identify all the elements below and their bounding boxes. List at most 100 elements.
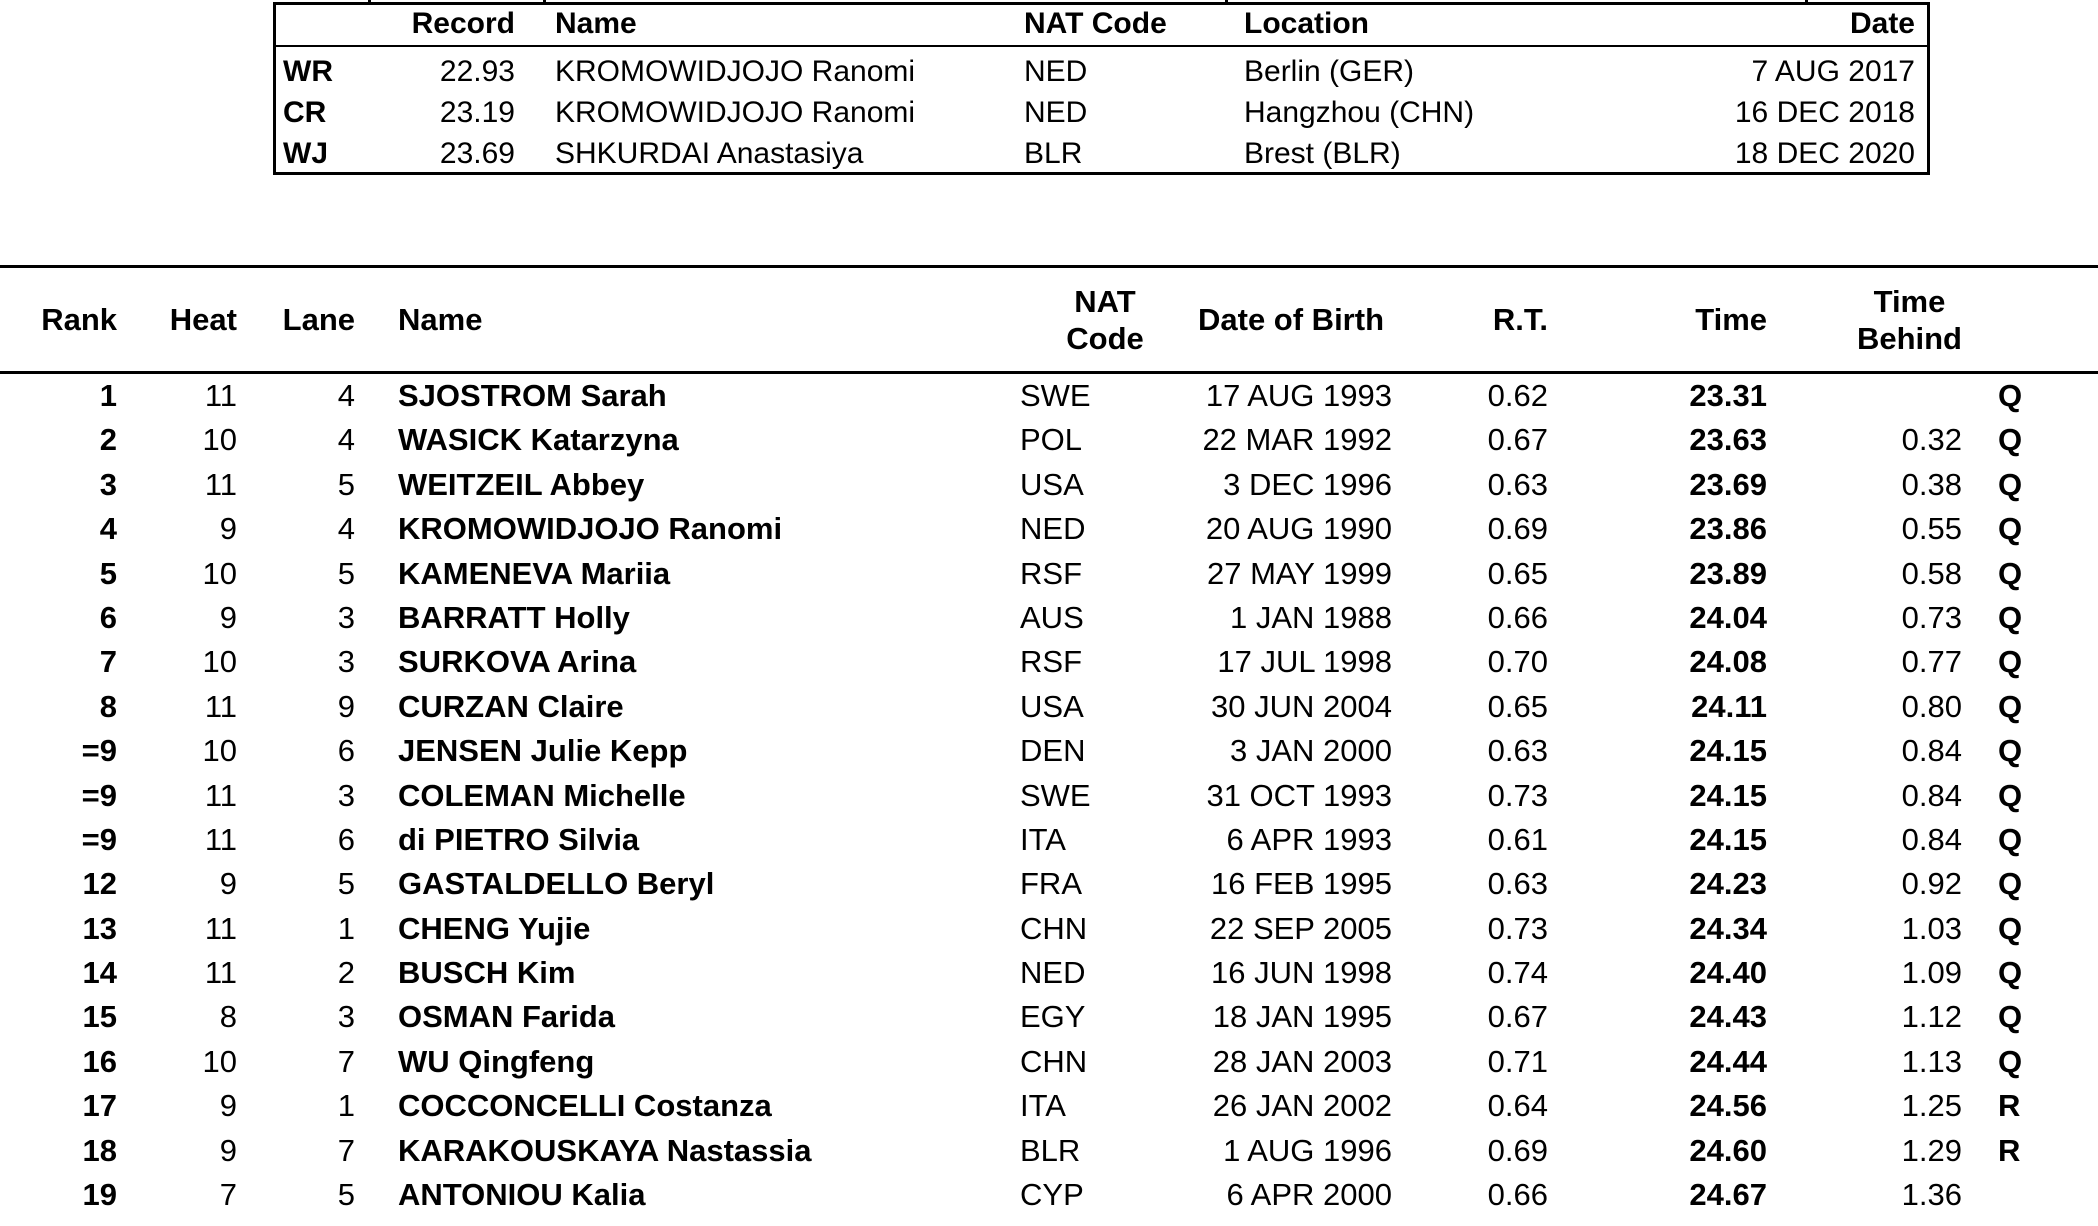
header-time-behind: Time Behind [1767, 268, 1965, 371]
nat-code-cell: RSF [1020, 644, 1082, 680]
lane-cell: 9 [337, 688, 355, 724]
reaction-time-cell: 0.71 [1487, 1043, 1548, 1079]
swimmer-name-cell: CURZAN Claire [398, 688, 624, 724]
swimmer-name-cell: WASICK Katarzyna [398, 422, 679, 458]
date-of-birth-cell: 16 JUN 1998 [1211, 955, 1392, 991]
records-table: Record Name NAT Code Location Date WR 22… [273, 2, 1930, 175]
swimmer-name-cell: COLEMAN Michelle [398, 777, 686, 813]
heat-cell: 11 [204, 777, 237, 813]
swimmer-name-cell: SURKOVA Arina [398, 644, 637, 680]
heat-cell: 11 [204, 821, 237, 857]
time-behind-cell: 0.32 [1901, 422, 1962, 458]
qualification-cell: Q [1998, 999, 2023, 1035]
rank-cell: 6 [99, 599, 117, 635]
header-time-behind-line2: Behind [1856, 320, 1962, 356]
result-row: 7 10 3 SURKOVA Arina RSF 17 JUL 1998 0.7… [0, 640, 2098, 684]
time-cell: 23.86 [1689, 511, 1767, 547]
rank-cell: 7 [99, 644, 117, 680]
record-row: WR 22.93 KROMOWIDJOJO Ranomi NED Berlin … [276, 51, 1927, 92]
date-of-birth-cell: 1 AUG 1996 [1223, 1132, 1392, 1168]
date-of-birth-cell: 22 MAR 1992 [1202, 422, 1392, 458]
heat-cell: 11 [204, 955, 237, 991]
qualification-cell [1965, 1173, 2098, 1217]
date-of-birth-cell: 18 JAN 1995 [1212, 999, 1392, 1035]
reaction-time-cell: 0.66 [1487, 599, 1548, 635]
date-of-birth-cell: 22 SEP 2005 [1209, 910, 1392, 946]
time-cell: 23.69 [1689, 466, 1767, 502]
rank-cell: 18 [82, 1132, 117, 1168]
nat-code-cell: USA [1020, 688, 1084, 724]
swimmer-name-cell: JENSEN Julie Kepp [398, 733, 688, 769]
reaction-time-cell: 0.67 [1487, 999, 1548, 1035]
record-location-cell: Berlin (GER) [1244, 55, 1415, 88]
heat-cell: 11 [204, 688, 237, 724]
nat-code-cell: USA [1020, 466, 1084, 502]
heat-cell: 10 [202, 1043, 237, 1079]
qualification-cell: Q [1998, 599, 2023, 635]
result-row: =9 10 6 JENSEN Julie Kepp DEN 3 JAN 2000… [0, 729, 2098, 773]
rank-cell: 5 [99, 555, 117, 591]
header-heat: Heat [169, 302, 237, 337]
result-row: 2 10 4 WASICK Katarzyna POL 22 MAR 1992 … [0, 418, 2098, 462]
date-of-birth-cell: 27 MAY 1999 [1207, 555, 1392, 591]
time-cell: 24.15 [1689, 821, 1767, 857]
qualification-cell: Q [1998, 1043, 2023, 1079]
time-cell: 24.11 [1691, 688, 1767, 724]
nat-code-cell: RSF [1020, 555, 1082, 591]
reaction-time-cell: 0.63 [1487, 733, 1548, 769]
time-behind-cell: 0.84 [1901, 777, 1962, 813]
result-row: 15 8 3 OSMAN Farida EGY 18 JAN 1995 0.67… [0, 995, 2098, 1039]
swimmer-name-cell: ANTONIOU Kalia [398, 1177, 646, 1213]
record-type-cell: CR [283, 96, 327, 129]
time-behind-cell: 0.58 [1901, 555, 1962, 591]
reaction-time-cell: 0.69 [1487, 511, 1548, 547]
lane-cell: 5 [337, 466, 355, 502]
record-row: WJ 23.69 SHKURDAI Anastasiya BLR Brest (… [276, 133, 1927, 174]
rank-cell: 13 [82, 910, 117, 946]
rank-cell: 14 [82, 955, 117, 991]
rank-cell: 12 [82, 866, 117, 902]
time-cell: 24.15 [1689, 777, 1767, 813]
qualification-cell: R [1998, 1088, 2021, 1124]
heat-cell: 9 [219, 511, 237, 547]
result-row: 8 11 9 CURZAN Claire USA 30 JUN 2004 0.6… [0, 685, 2098, 729]
date-of-birth-cell: 3 JAN 2000 [1230, 733, 1392, 769]
rank-cell: 16 [82, 1043, 117, 1079]
result-row: =9 11 3 COLEMAN Michelle SWE 31 OCT 1993… [0, 774, 2098, 818]
swimmer-name-cell: BARRATT Holly [398, 599, 630, 635]
qualification-cell: Q [1998, 733, 2023, 769]
rank-cell: 19 [82, 1177, 117, 1213]
lane-cell: 2 [337, 955, 355, 991]
record-location-cell: Hangzhou (CHN) [1244, 96, 1475, 129]
heat-cell: 7 [219, 1177, 237, 1213]
records-header-nat-code: NAT Code [1024, 7, 1167, 40]
records-header-name: Name [555, 7, 637, 40]
swimmer-name-cell: SJOSTROM Sarah [398, 378, 667, 413]
heat-cell: 9 [219, 1088, 237, 1124]
record-holder-cell: KROMOWIDJOJO Ranomi [555, 96, 916, 129]
time-cell: 23.89 [1689, 555, 1767, 591]
time-cell: 24.15 [1689, 733, 1767, 769]
record-nat-cell: NED [1024, 96, 1088, 129]
nat-code-cell: ITA [1020, 1088, 1066, 1124]
time-behind-cell: 1.29 [1901, 1132, 1962, 1168]
record-nat-cell: NED [1024, 55, 1088, 88]
time-behind-cell: 0.73 [1901, 599, 1962, 635]
reaction-time-cell: 0.69 [1487, 1132, 1548, 1168]
time-cell: 24.08 [1689, 644, 1767, 680]
time-cell: 24.60 [1689, 1132, 1767, 1168]
heat-cell: 11 [204, 466, 237, 502]
qualification-cell: Q [1998, 511, 2023, 547]
time-cell: 24.43 [1689, 999, 1767, 1035]
record-nat-cell: BLR [1024, 137, 1083, 170]
rank-cell: 15 [82, 999, 117, 1035]
record-time-cell: 23.69 [439, 137, 515, 170]
time-behind-cell: 0.84 [1901, 733, 1962, 769]
date-of-birth-cell: 3 DEC 1996 [1223, 466, 1392, 502]
record-date-cell: 7 AUG 2017 [1751, 55, 1915, 88]
result-row: 17 9 1 COCCONCELLI Costanza ITA 26 JAN 2… [0, 1084, 2098, 1128]
reaction-time-cell: 0.74 [1487, 955, 1548, 991]
time-cell: 24.34 [1689, 910, 1767, 946]
reaction-time-cell: 0.65 [1487, 555, 1548, 591]
reaction-time-cell: 0.70 [1487, 644, 1548, 680]
